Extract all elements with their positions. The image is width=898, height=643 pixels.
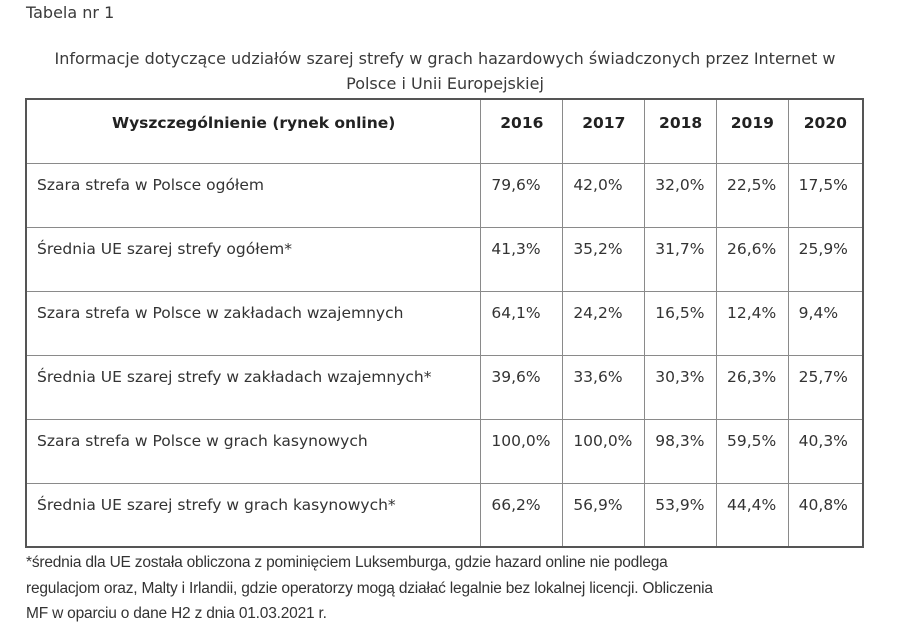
caption-line-1: Informacje dotyczące udziałów szarej str… bbox=[54, 49, 836, 68]
row-label: Średnia UE szarej strefy w zakładach wza… bbox=[25, 354, 482, 420]
column-header-2017: 2017 bbox=[562, 98, 646, 164]
row-label: Szara strefa w Polsce ogółem bbox=[25, 162, 482, 228]
gray-zone-table: Wyszczególnienie (rynek online) 2016 201… bbox=[25, 98, 864, 548]
row-label: Średnia UE szarej strefy ogółem* bbox=[25, 226, 482, 292]
cell-2017: 35,2% bbox=[562, 226, 646, 292]
cell-2016: 41,3% bbox=[480, 226, 564, 292]
column-header-description: Wyszczególnienie (rynek online) bbox=[25, 98, 482, 164]
table-footnote: *średnia dla UE została obliczona z pomi… bbox=[26, 550, 886, 627]
cell-2019: 26,3% bbox=[715, 354, 789, 420]
footnote-line-3: MF w oparciu o dane H2 z dnia 01.03.2021… bbox=[26, 605, 327, 622]
table-row: Średnia UE szarej strefy w zakładach wza… bbox=[25, 354, 864, 420]
cell-2016: 64,1% bbox=[480, 290, 564, 356]
cell-2020: 40,8% bbox=[787, 482, 864, 548]
column-header-2019: 2019 bbox=[715, 98, 789, 164]
cell-2019: 12,4% bbox=[715, 290, 789, 356]
table-row: Szara strefa w Polsce w grach kasynowych… bbox=[25, 418, 864, 484]
cell-2016: 100,0% bbox=[480, 418, 564, 484]
table-row: Średnia UE szarej strefy ogółem* 41,3% 3… bbox=[25, 226, 864, 292]
footnote-line-1: *średnia dla UE została obliczona z pomi… bbox=[26, 554, 668, 571]
cell-2020: 25,7% bbox=[787, 354, 864, 420]
cell-2017: 42,0% bbox=[562, 162, 646, 228]
cell-2019: 22,5% bbox=[715, 162, 789, 228]
cell-2018: 32,0% bbox=[644, 162, 717, 228]
caption-line-2: Polsce i Unii Europejskiej bbox=[346, 74, 544, 93]
table-header-row: Wyszczególnienie (rynek online) 2016 201… bbox=[25, 98, 864, 164]
cell-2017: 24,2% bbox=[562, 290, 646, 356]
row-label: Średnia UE szarej strefy w grach kasynow… bbox=[25, 482, 482, 548]
cell-2018: 31,7% bbox=[644, 226, 717, 292]
table-caption: Informacje dotyczące udziałów szarej str… bbox=[20, 46, 870, 96]
column-header-2016: 2016 bbox=[480, 98, 564, 164]
cell-2020: 40,3% bbox=[787, 418, 864, 484]
cell-2020: 17,5% bbox=[787, 162, 864, 228]
column-header-2018: 2018 bbox=[644, 98, 717, 164]
footnote-line-2: regulacjom oraz, Malty i Irlandii, gdzie… bbox=[26, 579, 713, 597]
row-label: Szara strefa w Polsce w grach kasynowych bbox=[25, 418, 482, 484]
cell-2017: 56,9% bbox=[562, 482, 646, 548]
cell-2019: 26,6% bbox=[715, 226, 789, 292]
cell-2017: 100,0% bbox=[562, 418, 646, 484]
cell-2017: 33,6% bbox=[562, 354, 646, 420]
cell-2018: 53,9% bbox=[644, 482, 717, 548]
table-row: Średnia UE szarej strefy w grach kasynow… bbox=[25, 482, 864, 548]
table-row: Szara strefa w Polsce w zakładach wzajem… bbox=[25, 290, 864, 356]
cell-2016: 79,6% bbox=[480, 162, 564, 228]
table-row: Szara strefa w Polsce ogółem 79,6% 42,0%… bbox=[25, 162, 864, 228]
cell-2018: 30,3% bbox=[644, 354, 717, 420]
cell-2020: 9,4% bbox=[787, 290, 864, 356]
cell-2019: 59,5% bbox=[715, 418, 789, 484]
cell-2016: 39,6% bbox=[480, 354, 564, 420]
cell-2019: 44,4% bbox=[715, 482, 789, 548]
column-header-2020: 2020 bbox=[787, 98, 864, 164]
cell-2018: 16,5% bbox=[644, 290, 717, 356]
cell-2018: 98,3% bbox=[644, 418, 717, 484]
table-number-label: Tabela nr 1 bbox=[26, 3, 115, 22]
cell-2016: 66,2% bbox=[480, 482, 564, 548]
row-label: Szara strefa w Polsce w zakładach wzajem… bbox=[25, 290, 482, 356]
cell-2020: 25,9% bbox=[787, 226, 864, 292]
